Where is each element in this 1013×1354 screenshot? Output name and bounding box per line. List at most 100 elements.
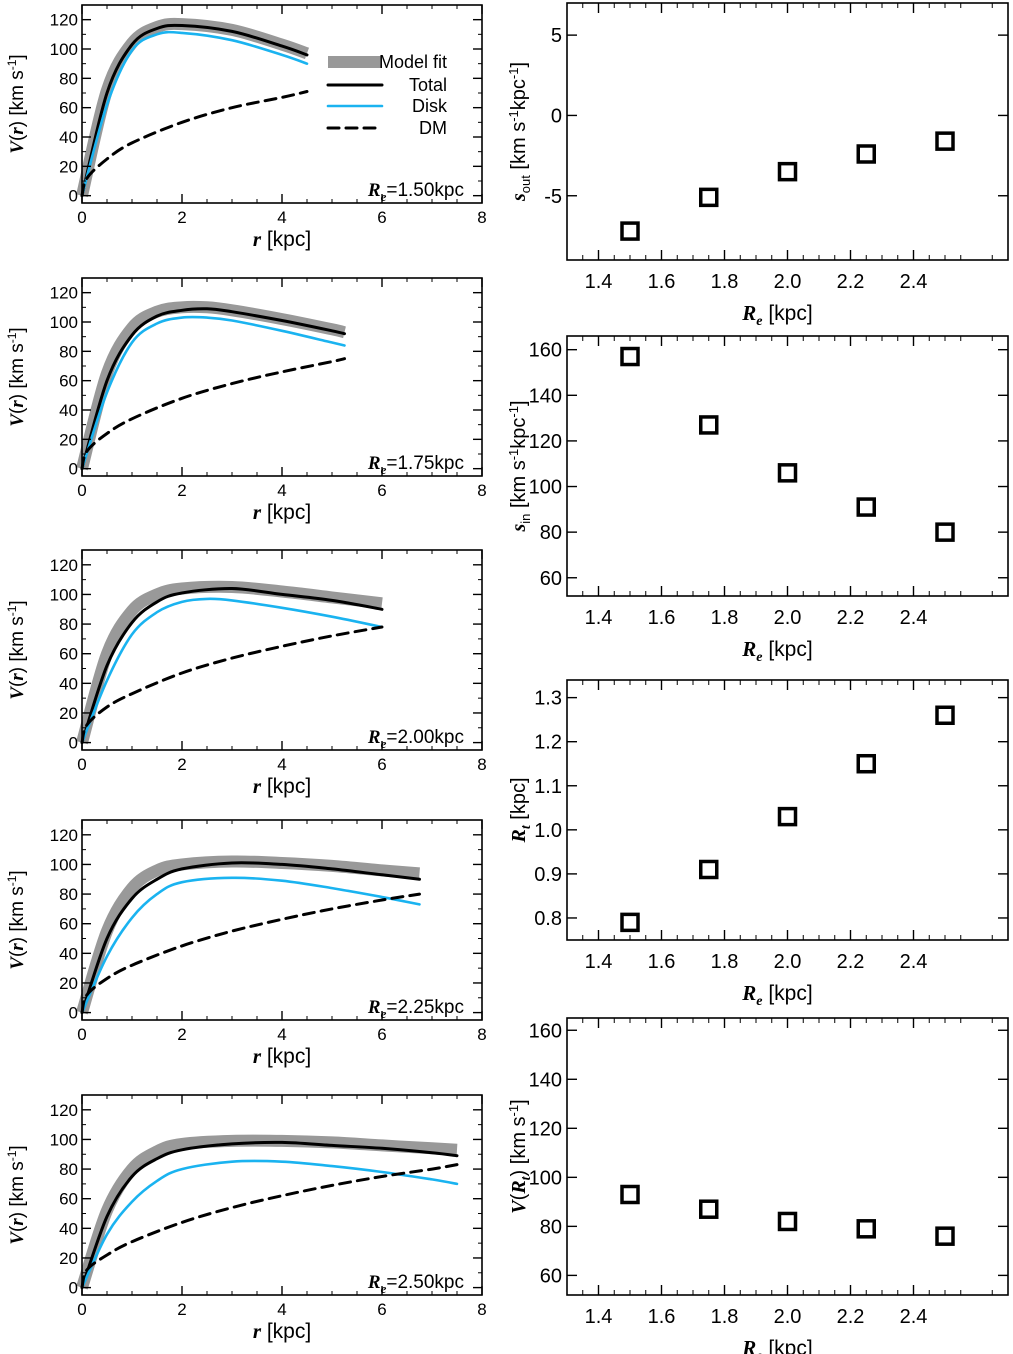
y-label-sup: -1 bbox=[5, 605, 19, 616]
y-tick-label: 100 bbox=[50, 40, 78, 59]
y-label-sup: -1 bbox=[5, 332, 19, 343]
scatter-panel-2: 1.4 1.6 1.8 2.0 2.2 2.4 60 80 100 120 140 160 Re [kp… bbox=[506, 335, 1009, 665]
plot-frame bbox=[81, 1094, 483, 1296]
y-tick-label: 100 bbox=[529, 1167, 562, 1189]
y-tick-label: 140 bbox=[529, 385, 562, 407]
data-marker bbox=[856, 497, 876, 517]
x-axis-label: r [kpc] bbox=[253, 774, 311, 798]
x-tick-label: 2 bbox=[177, 755, 186, 774]
y-label-symbol: s bbox=[508, 524, 530, 533]
y-label-v: V bbox=[7, 1231, 28, 1245]
x-tick-label: 8 bbox=[477, 481, 486, 500]
x-tick-label: 6 bbox=[377, 481, 386, 500]
plot-frame bbox=[81, 819, 483, 1021]
y-tick-label: 80 bbox=[59, 69, 78, 88]
x-label-unit: [kpc] bbox=[763, 1337, 813, 1354]
x-tick-label: 1.4 bbox=[585, 271, 613, 293]
y-axis-label: V(r) [km s-1] bbox=[5, 327, 28, 426]
y-tick-label: 160 bbox=[529, 1020, 562, 1042]
x-tick-label: 8 bbox=[477, 1300, 486, 1319]
y-label-sup: -1 bbox=[5, 59, 19, 70]
x-axis-label: Re [kpc] bbox=[741, 1336, 812, 1354]
y-label-paren: ( bbox=[508, 1193, 530, 1200]
y-label-sup: -1 bbox=[5, 1150, 19, 1161]
re-label: Re=2.00kpc bbox=[367, 727, 464, 751]
re-label: Re=2.50kpc bbox=[367, 1272, 464, 1296]
data-marker bbox=[699, 1199, 719, 1219]
model-fit-curve bbox=[76, 1134, 458, 1290]
re-label-value: =1.75kpc bbox=[386, 453, 464, 474]
data-marker bbox=[935, 1226, 955, 1246]
y-tick-label: -5 bbox=[544, 186, 562, 208]
scatter-panel-3: 1.4 1.6 1.8 2.0 2.2 2.4 0.8 0.9 1.0 1.1 1.2 1.3 Re [… bbox=[508, 679, 1009, 1009]
x-axis-label: Re [kpc] bbox=[741, 637, 812, 665]
y-label-close: ] bbox=[7, 1145, 28, 1150]
y-tick-label: 120 bbox=[50, 284, 78, 303]
y-label-r: R bbox=[508, 1180, 530, 1194]
y-label-symbol: R bbox=[508, 829, 530, 843]
y-label-unit: [kpc] bbox=[508, 777, 530, 825]
x-label-sub: e bbox=[756, 1349, 762, 1354]
x-tick-label: 0 bbox=[77, 1300, 86, 1319]
y-tick-label: 120 bbox=[529, 1118, 562, 1140]
data-marker bbox=[856, 144, 876, 164]
plot-frame bbox=[81, 549, 483, 751]
legend-label-model-fit: Model fit bbox=[379, 52, 447, 72]
x-axis-label: r [kpc] bbox=[253, 500, 311, 524]
total-curve bbox=[80, 586, 384, 745]
y-tick-label: 100 bbox=[50, 1130, 78, 1149]
y-tick-label: 40 bbox=[59, 674, 78, 693]
x-axis-label: r [kpc] bbox=[253, 1319, 311, 1343]
data-marker bbox=[620, 912, 640, 933]
re-label-symbol: R bbox=[367, 180, 381, 201]
y-tick-label: 80 bbox=[540, 1216, 562, 1238]
dm-curve bbox=[80, 90, 309, 198]
x-tick-label: 8 bbox=[477, 208, 486, 227]
y-label-r: r bbox=[7, 127, 28, 135]
x-tick-label: 4 bbox=[277, 1300, 286, 1319]
y-tick-label: 120 bbox=[50, 1101, 78, 1120]
y-tick-label: 80 bbox=[59, 615, 78, 634]
x-tick-label: 2.0 bbox=[774, 1306, 802, 1328]
y-tick-label: 0 bbox=[69, 187, 78, 206]
x-label-symbol: R bbox=[741, 1336, 756, 1354]
y-label-symbol: s bbox=[508, 193, 530, 202]
y-tick-label: 40 bbox=[59, 128, 78, 147]
y-label-paren: ( bbox=[7, 950, 28, 957]
y-tick-label: 0 bbox=[69, 460, 78, 479]
y-tick-label: 40 bbox=[59, 944, 78, 963]
y-label-close: ] bbox=[7, 54, 28, 59]
total-curve bbox=[80, 861, 421, 1015]
y-tick-label: 40 bbox=[59, 1219, 78, 1238]
x-tick-label: 0 bbox=[77, 755, 86, 774]
data-marker bbox=[856, 753, 876, 774]
data-marker bbox=[935, 522, 955, 542]
x-tick-label: 6 bbox=[377, 755, 386, 774]
y-tick-label: 60 bbox=[59, 99, 78, 118]
x-tick-label: 2.4 bbox=[900, 607, 928, 629]
data-marker bbox=[777, 463, 798, 483]
y-tick-label: 60 bbox=[59, 915, 78, 934]
y-tick-label: 100 bbox=[50, 855, 78, 874]
x-tick-label: 2.2 bbox=[837, 271, 865, 293]
y-label-r: r bbox=[7, 673, 28, 681]
data-marker bbox=[620, 221, 640, 241]
legend-label-total: Total bbox=[409, 75, 447, 95]
y-label-close: ] bbox=[508, 1099, 530, 1105]
y-tick-label: 0 bbox=[69, 1279, 78, 1298]
x-tick-label: 2.0 bbox=[774, 271, 802, 293]
x-label-sub: e bbox=[756, 650, 762, 665]
legend-label-disk: Disk bbox=[412, 96, 448, 116]
data-marker bbox=[935, 131, 955, 151]
x-tick-label: 2.2 bbox=[837, 1306, 865, 1328]
x-axis-label: Re [kpc] bbox=[741, 301, 812, 329]
x-axis-label: r [kpc] bbox=[253, 1044, 311, 1068]
y-label-v: V bbox=[7, 413, 28, 427]
y-tick-label: 5 bbox=[551, 25, 562, 47]
y-label-unit: ) [km s bbox=[7, 616, 28, 673]
y-label-unit: [km s bbox=[508, 122, 530, 175]
x-tick-label: 2.2 bbox=[837, 951, 865, 973]
y-tick-label: 60 bbox=[59, 1190, 78, 1209]
